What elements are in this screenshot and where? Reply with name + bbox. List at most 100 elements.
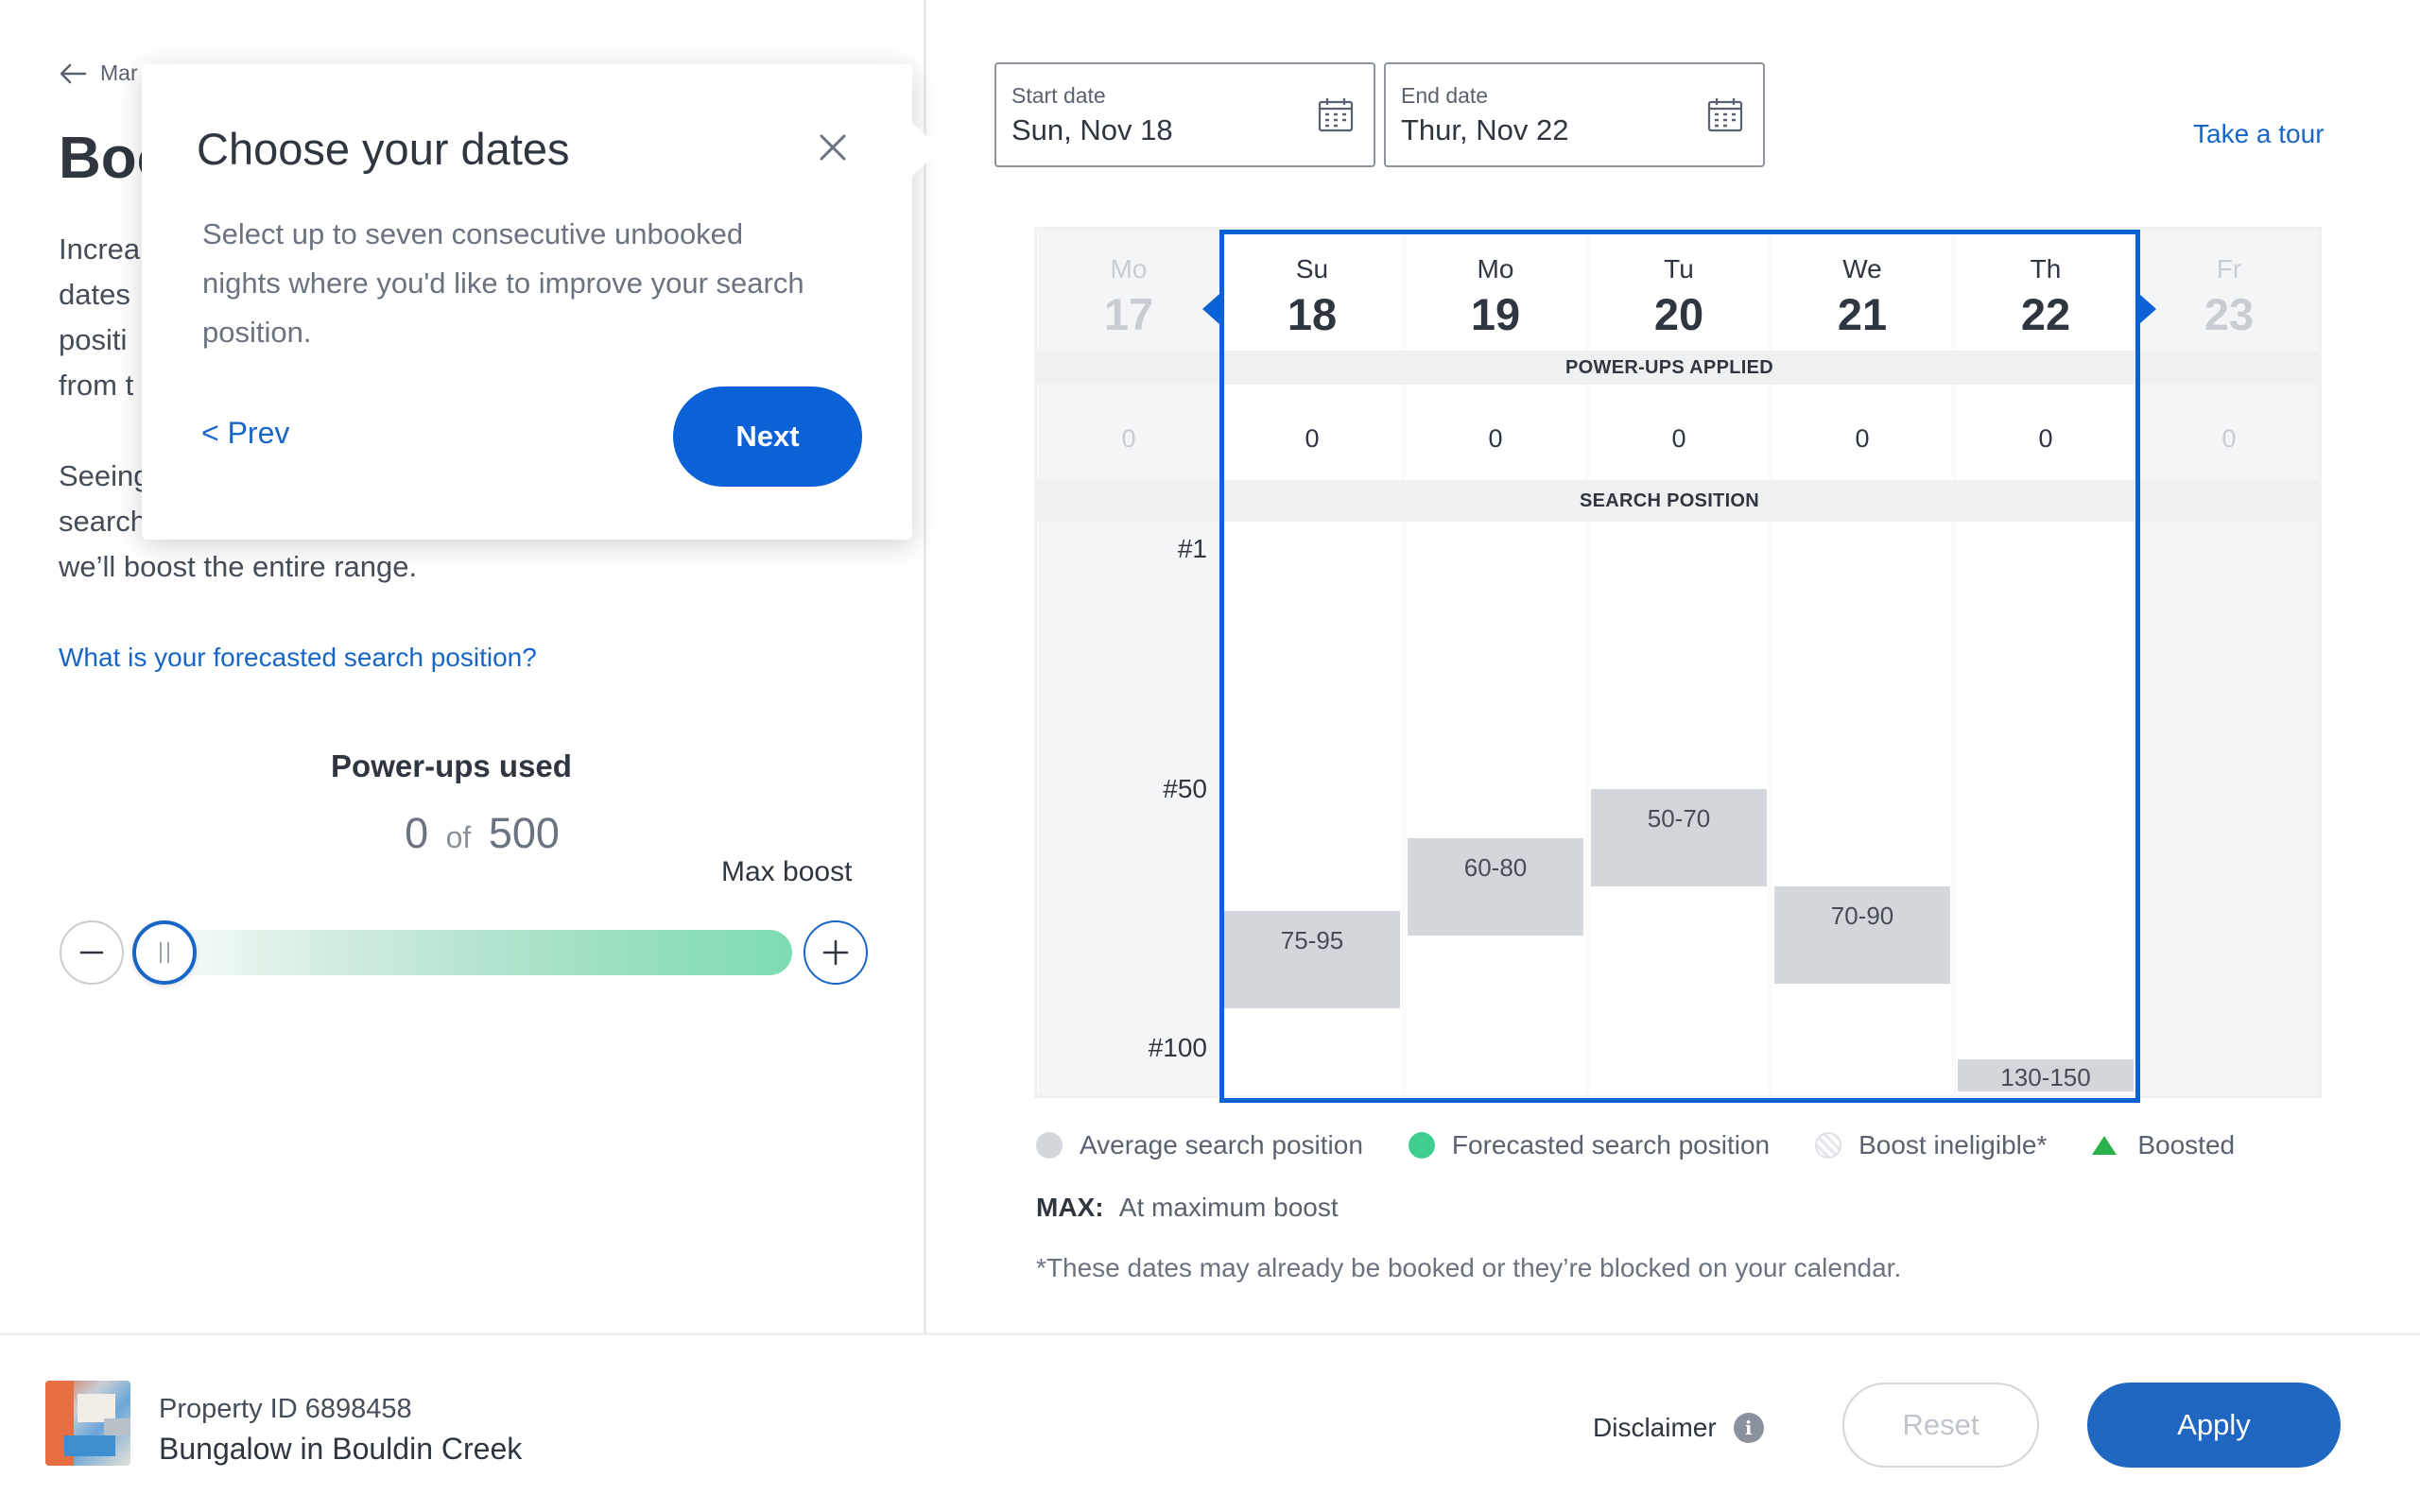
day-number: 22 bbox=[2020, 289, 2071, 339]
day-name: Mo bbox=[1477, 254, 1514, 284]
grip-icon bbox=[160, 942, 169, 963]
search-position-range-bar: 50-70 bbox=[1591, 789, 1767, 887]
back-link[interactable]: Mar bbox=[59, 60, 138, 86]
powerups-total: 500 bbox=[488, 809, 560, 857]
y-label-1: #1 bbox=[1177, 534, 1207, 563]
intro-line: from t bbox=[59, 369, 134, 402]
intro-line: Increa bbox=[59, 232, 141, 266]
powerups-slider bbox=[60, 920, 868, 987]
disclaimer-label: Disclaimer bbox=[1593, 1413, 1717, 1442]
max-note-label: MAX: bbox=[1036, 1193, 1104, 1222]
property-thumbnail bbox=[45, 1381, 130, 1466]
legend-forecasted-label: Forecasted search position bbox=[1451, 1130, 1771, 1160]
day-number: 18 bbox=[1287, 289, 1338, 339]
day-name: Su bbox=[1295, 254, 1329, 284]
intro-line: we’ll boost the entire range. bbox=[59, 550, 418, 583]
triangle-up-icon bbox=[2092, 1136, 2118, 1155]
range-end-handle[interactable] bbox=[2139, 294, 2156, 324]
end-date-field[interactable]: End date Thur, Nov 22 bbox=[1384, 62, 1765, 167]
legend-average: Average search position bbox=[1036, 1130, 1363, 1160]
tour-popover: Choose your dates Select up to seven con… bbox=[142, 64, 941, 540]
legend-ineligible: Boost ineligible* bbox=[1815, 1130, 2047, 1160]
legend-boosted: Boosted bbox=[2092, 1130, 2235, 1160]
y-label-100: #100 bbox=[1148, 1033, 1207, 1062]
powerups-applied-value: 0 bbox=[1488, 424, 1503, 453]
search-band-label: SEARCH POSITION bbox=[1579, 490, 1760, 511]
decrease-button[interactable] bbox=[60, 920, 124, 985]
reset-button[interactable]: Reset bbox=[1842, 1383, 2039, 1468]
max-boost-label: Max boost bbox=[721, 856, 853, 887]
day-name: Tu bbox=[1664, 254, 1694, 284]
intro-text: Increa dates positi from t Seeing search… bbox=[59, 227, 531, 590]
powerups-title: Power-ups used bbox=[331, 748, 572, 783]
powerups-count: 0 of 500 bbox=[0, 809, 964, 858]
apply-button[interactable]: Apply bbox=[2087, 1383, 2341, 1468]
property-id: Property ID 6898458 bbox=[159, 1394, 412, 1424]
day-number: 21 bbox=[1837, 289, 1888, 339]
footer-bar: Property ID 6898458 Bungalow in Bouldin … bbox=[0, 1332, 2420, 1512]
legend: Average search position Forecasted searc… bbox=[1036, 1130, 2280, 1160]
increase-button[interactable] bbox=[804, 920, 868, 985]
powerups-applied-value: 0 bbox=[1305, 424, 1320, 453]
left-panel: Mar Boost Increa dates positi from t See… bbox=[0, 0, 926, 1332]
footnote: *These dates may already be booked or th… bbox=[1036, 1253, 1902, 1282]
forecast-position-link[interactable]: What is your forecasted search position? bbox=[59, 643, 537, 672]
powerups-applied-value: 0 bbox=[2221, 424, 2237, 453]
prev-button[interactable]: < Prev bbox=[201, 416, 290, 450]
day-number: 19 bbox=[1470, 289, 1521, 339]
powerups-applied-value: 0 bbox=[1671, 424, 1686, 453]
legend-average-label: Average search position bbox=[1080, 1130, 1363, 1160]
powerups-used: 0 bbox=[405, 809, 429, 857]
slider-thumb[interactable] bbox=[132, 920, 197, 985]
powerups-applied-value: 0 bbox=[1855, 424, 1870, 453]
popover-title: Choose your dates bbox=[197, 124, 570, 174]
close-icon[interactable] bbox=[816, 130, 850, 164]
calendar-icon bbox=[1707, 98, 1743, 132]
property-name: Bungalow in Bouldin Creek bbox=[159, 1432, 523, 1466]
legend-boosted-label: Boosted bbox=[2137, 1130, 2236, 1160]
slider-track[interactable] bbox=[135, 930, 792, 975]
day-name: Mo bbox=[1110, 254, 1148, 284]
legend-forecasted: Forecasted search position bbox=[1408, 1130, 1771, 1160]
plus-icon bbox=[822, 939, 849, 966]
next-button[interactable]: Next bbox=[673, 387, 862, 487]
max-note-text: At maximum boost bbox=[1118, 1193, 1339, 1222]
day-number: 17 bbox=[1103, 289, 1154, 339]
powerups-of: of bbox=[445, 820, 472, 854]
disclaimer-link[interactable]: Disclaimer i bbox=[1593, 1413, 1764, 1443]
intro-line: search bbox=[59, 505, 147, 538]
day-number: 23 bbox=[2204, 289, 2255, 339]
day-name: Th bbox=[2030, 254, 2062, 284]
y-label-50: #50 bbox=[1163, 774, 1207, 803]
take-a-tour-link[interactable]: Take a tour bbox=[2193, 119, 2325, 148]
search-position-range-bar: 130-150 bbox=[1958, 1059, 2134, 1091]
info-icon[interactable]: i bbox=[1733, 1413, 1764, 1443]
end-date-value: Thur, Nov 22 bbox=[1401, 113, 1569, 146]
day-name: We bbox=[1842, 254, 1882, 284]
intro-line: Seeing bbox=[59, 459, 150, 492]
start-date-field[interactable]: Start date Sun, Nov 18 bbox=[994, 62, 1375, 167]
powerups-applied-value: 0 bbox=[2038, 424, 2053, 453]
end-date-label: End date bbox=[1401, 83, 1489, 108]
intro-line: positi bbox=[59, 323, 128, 356]
day-name: Fr bbox=[2216, 254, 2242, 284]
search-position-band: SEARCH POSITION bbox=[1037, 480, 2319, 522]
hatched-dot-icon bbox=[1815, 1132, 1842, 1159]
search-position-calendar: Mo 17 0 Su 18 0 75-95 Mo 19 0 60-80 Tu 20 0 50-70 We 21 0… bbox=[1034, 227, 2322, 1098]
search-position-range-bar: 75-95 bbox=[1224, 911, 1400, 1009]
calendar-icon bbox=[1318, 98, 1354, 132]
intro-line: dates bbox=[59, 278, 130, 311]
powerups-applied-value: 0 bbox=[1121, 424, 1136, 453]
powerups-band-label: POWER-UPS APPLIED bbox=[1565, 356, 1773, 378]
range-start-handle[interactable] bbox=[1202, 294, 1219, 324]
start-date-label: Start date bbox=[1011, 83, 1106, 108]
minus-icon bbox=[79, 951, 104, 954]
arrow-left-icon bbox=[60, 63, 87, 83]
popover-body: Select up to seven consecutive unbooked … bbox=[202, 217, 804, 349]
average-dot-icon bbox=[1036, 1132, 1063, 1159]
search-position-range-bar: 60-80 bbox=[1408, 837, 1583, 936]
powerups-band: POWER-UPS APPLIED bbox=[1037, 351, 2319, 385]
legend-ineligible-label: Boost ineligible* bbox=[1858, 1130, 2048, 1160]
search-position-range-bar: 70-90 bbox=[1774, 886, 1950, 985]
start-date-value: Sun, Nov 18 bbox=[1011, 113, 1173, 146]
